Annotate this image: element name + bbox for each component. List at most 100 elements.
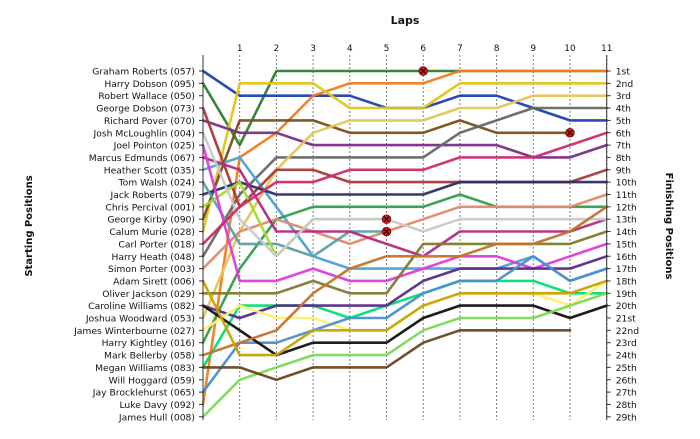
finish-label: 8th xyxy=(616,153,631,164)
finish-label: 12th xyxy=(616,202,637,213)
finish-label: 5th xyxy=(616,116,631,127)
finish-label: 29th xyxy=(616,412,637,423)
finish-label: 7th xyxy=(616,141,631,152)
finish-label: 17th xyxy=(616,264,637,275)
finish-label: 13th xyxy=(616,215,637,226)
start-label: George Kirby (090) xyxy=(107,215,195,226)
retired-marker-cross xyxy=(420,68,427,74)
x-tick-label: 9 xyxy=(530,44,536,54)
start-label: Tom Walsh (024) xyxy=(118,178,195,189)
finish-label: 2nd xyxy=(616,79,634,90)
series-line-27 xyxy=(201,328,572,382)
start-label: Joel Pointon (025) xyxy=(113,141,195,152)
finish-label: 3rd xyxy=(616,91,631,102)
start-label: Jack Roberts (079) xyxy=(110,190,196,201)
x-tick-label: 3 xyxy=(310,44,316,54)
marker-layer xyxy=(381,66,575,237)
series-line-17 xyxy=(201,131,609,258)
axis-layer: 1 2 3 4 5 6 7 8 9 10 11 Graham Roberts (057)Harry D… xyxy=(73,44,639,423)
start-label: Harry Kightley (016) xyxy=(102,338,195,349)
x-tick-label: 8 xyxy=(494,44,500,54)
finish-label: 24th xyxy=(616,351,637,362)
start-label: Robert Wallace (050) xyxy=(98,91,195,102)
series-line-8 xyxy=(201,94,609,320)
finish-label: 26th xyxy=(616,375,637,386)
series-line-23 xyxy=(201,254,609,394)
start-label: Harry Dobson (095) xyxy=(104,79,195,90)
finish-label: 6th xyxy=(616,128,631,139)
series-line-16 xyxy=(201,156,609,258)
series-line-4 xyxy=(201,82,609,233)
series-line-5 xyxy=(201,119,609,159)
start-label: James Hull (008) xyxy=(118,412,195,423)
start-label: George Dobson (073) xyxy=(96,104,195,115)
chart-title: Laps xyxy=(391,14,420,27)
series-line-29 xyxy=(201,131,609,246)
series-line-26 xyxy=(201,291,609,419)
retired-marker-cross xyxy=(383,228,390,235)
x-tick-label: 1 xyxy=(237,44,243,54)
grid-layer xyxy=(202,55,608,420)
finish-label: 1st xyxy=(616,67,631,78)
start-label: Joshua Woodward (053) xyxy=(85,314,195,325)
series-line-24 xyxy=(201,304,609,357)
finish-label: 19th xyxy=(616,289,637,300)
finish-label: 22nd xyxy=(616,326,639,337)
retired-marker-cross xyxy=(383,216,390,223)
start-label: Mark Bellerby (058) xyxy=(104,351,195,362)
series-line-3 xyxy=(201,69,609,406)
finish-label: 16th xyxy=(616,252,637,263)
start-label: Jay Brocklehurst (065) xyxy=(92,388,195,399)
start-label: Oliver Jackson (029) xyxy=(102,289,195,300)
start-label: Caroline Williams (082) xyxy=(88,301,195,312)
start-label: Marcus Edmunds (067) xyxy=(89,153,195,164)
finish-label: 21st xyxy=(616,314,636,325)
series-line-14 xyxy=(201,180,388,258)
finish-label: 10th xyxy=(616,178,637,189)
start-label: Josh McLoughlin (004) xyxy=(93,128,195,139)
x-tick-label: 6 xyxy=(420,44,426,54)
series-line-28 xyxy=(201,279,609,357)
start-label: Richard Pover (070) xyxy=(104,116,195,127)
x-tick-label: 10 xyxy=(564,44,576,54)
start-label: Will Hoggard (059) xyxy=(109,375,195,386)
start-label: Heather Scott (035) xyxy=(104,165,195,176)
x-tick-label: 4 xyxy=(347,44,353,54)
start-label: Chris Percival (001) xyxy=(105,202,195,213)
finish-label: 18th xyxy=(616,276,637,287)
finish-label: 4th xyxy=(616,104,631,115)
retired-marker-cross xyxy=(567,129,573,136)
start-label: Harry Heath (048) xyxy=(111,252,195,263)
finish-label: 11th xyxy=(616,190,637,201)
start-label: James Winterbourne (027) xyxy=(73,326,195,337)
y-axis-right-label: Finishing Positions xyxy=(663,173,674,280)
series-line-25 xyxy=(201,205,609,357)
finish-label: 20th xyxy=(616,301,637,312)
series-line-18 xyxy=(201,143,609,283)
start-label: Carl Porter (018) xyxy=(118,239,195,250)
start-label: Luke Davy (092) xyxy=(119,400,195,411)
finish-label: 14th xyxy=(616,227,637,238)
x-tick-label: 11 xyxy=(601,44,612,54)
series-line-7 xyxy=(201,106,609,258)
start-label: Adam Sirett (006) xyxy=(113,276,195,287)
start-label: Calum Murie (028) xyxy=(109,227,195,238)
finish-label: 27th xyxy=(616,388,637,399)
series-line-6 xyxy=(201,119,572,221)
finish-label: 9th xyxy=(616,165,631,176)
finish-label: 28th xyxy=(616,400,637,411)
start-label: Simon Porter (003) xyxy=(108,264,195,275)
finish-label: 25th xyxy=(616,363,637,374)
x-tick-label: 2 xyxy=(274,44,280,54)
series-layer xyxy=(201,69,609,419)
finish-label: 15th xyxy=(616,239,637,250)
start-label: Graham Roberts (057) xyxy=(92,67,195,78)
finish-label: 23rd xyxy=(616,338,637,349)
series-line-21 xyxy=(201,254,609,320)
x-tick-label: 5 xyxy=(384,44,390,54)
series-line-11 xyxy=(201,180,609,196)
start-label: Megan Williams (083) xyxy=(95,363,195,374)
x-tick-label: 7 xyxy=(457,44,463,54)
